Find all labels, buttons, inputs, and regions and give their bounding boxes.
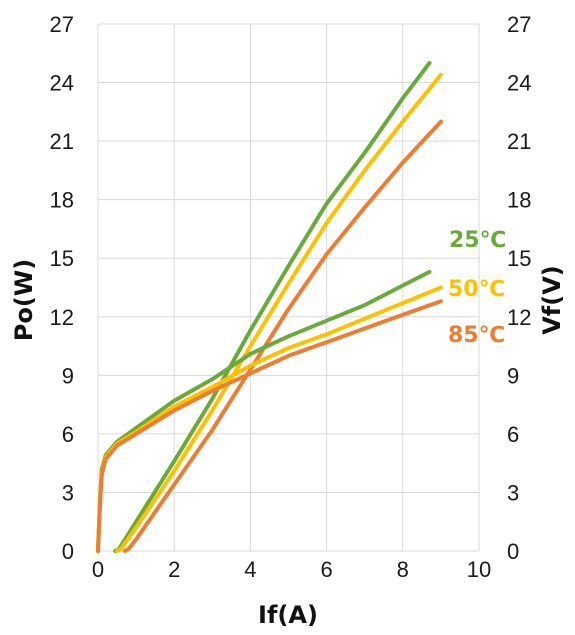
y-right-tick-label: 21 bbox=[507, 129, 531, 154]
y-right-tick-label: 9 bbox=[507, 363, 519, 388]
y-left-tick-label: 15 bbox=[50, 246, 74, 271]
legend-50c: 50℃ bbox=[448, 277, 505, 302]
y-left-tick-label: 0 bbox=[62, 539, 74, 564]
grid bbox=[97, 23, 480, 552]
x-tick-label: 2 bbox=[168, 557, 180, 582]
x-tick-label: 0 bbox=[92, 557, 104, 582]
y-left-tick-label: 21 bbox=[50, 129, 74, 154]
x-tick-label: 8 bbox=[397, 557, 409, 582]
y-right-tick-label: 0 bbox=[507, 539, 519, 564]
x-axis-label: If(A) bbox=[258, 601, 318, 629]
x-tick-label: 4 bbox=[244, 557, 256, 582]
x-tick-label: 6 bbox=[320, 557, 332, 582]
y-left-tick-label: 9 bbox=[62, 363, 74, 388]
series-line-po-25c bbox=[113, 61, 432, 553]
y-axis-left-label: Po(W) bbox=[10, 259, 38, 342]
y-right-tick-label: 12 bbox=[507, 305, 531, 330]
y-axis-right-label: Vf(V) bbox=[538, 265, 566, 335]
y-right-tick-label: 3 bbox=[507, 480, 519, 505]
y-left-tick-label: 18 bbox=[50, 188, 74, 213]
y-right-tick-label: 18 bbox=[507, 188, 531, 213]
y-right-tick-label: 27 bbox=[507, 12, 531, 37]
y-right-tick-label: 15 bbox=[507, 246, 531, 271]
y-left-tick-label: 6 bbox=[62, 422, 74, 447]
x-tick-label: 10 bbox=[467, 557, 491, 582]
y-left-tick-label: 3 bbox=[62, 480, 74, 505]
y-left-tick-label: 12 bbox=[50, 305, 74, 330]
y-right-tick-label: 6 bbox=[507, 422, 519, 447]
y-left-tick-label: 24 bbox=[50, 71, 74, 96]
series-line-vf-85c bbox=[96, 299, 443, 553]
y-right-tick-label: 24 bbox=[507, 71, 531, 96]
legend-25c: 25℃ bbox=[449, 228, 506, 253]
series-line-po-50c bbox=[115, 72, 443, 553]
series-line-po-85c bbox=[122, 119, 443, 553]
legend-85c: 85℃ bbox=[448, 323, 505, 348]
y-left-tick-label: 27 bbox=[50, 12, 74, 37]
series-lines bbox=[96, 61, 443, 553]
